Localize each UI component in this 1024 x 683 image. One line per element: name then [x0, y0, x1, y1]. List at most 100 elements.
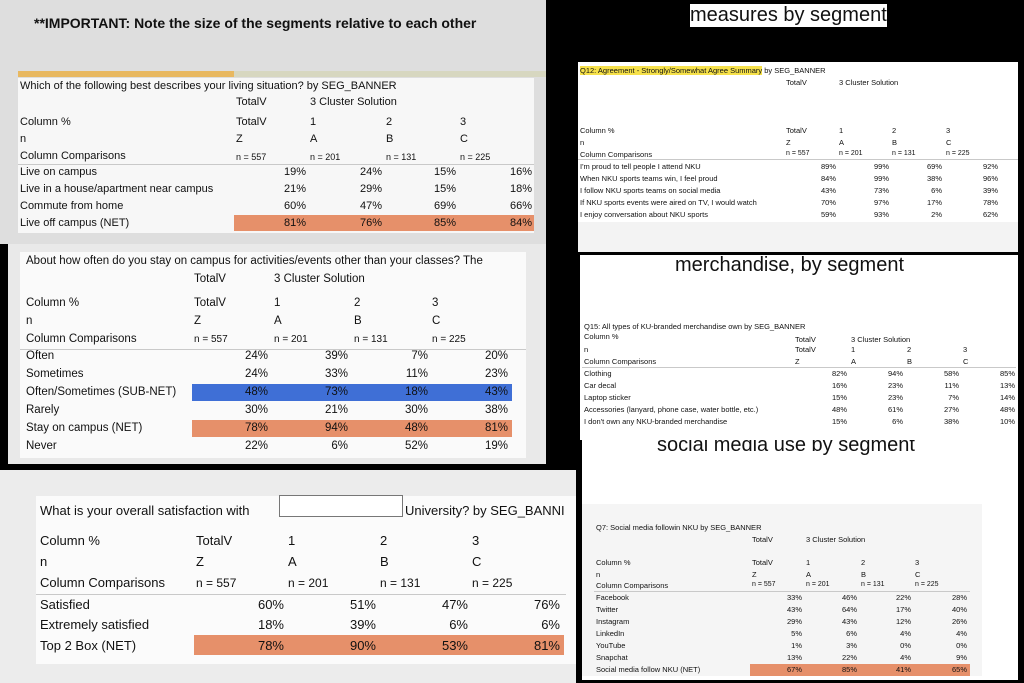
q15-z: Z [795, 357, 800, 366]
stay-b: B [354, 315, 362, 327]
cell-a: 73% [324, 386, 348, 398]
cell-c: 6% [541, 617, 560, 632]
cell-b: 11% [944, 381, 959, 390]
q15-seg3: 3 [963, 345, 968, 354]
cell-b: 7% [411, 350, 428, 362]
cell-a: 39% [324, 350, 348, 362]
q12-n-c: n = 225 [946, 150, 970, 157]
cell-a: 21% [324, 404, 348, 416]
cell-b: 15% [433, 183, 456, 195]
row-label: I don't own any NKU-branded merchandise [584, 417, 728, 426]
stay-seg3: 3 [432, 297, 439, 309]
living-seg1: 1 [310, 116, 317, 128]
cell-c: 96% [982, 174, 998, 183]
stay-n: n [26, 315, 33, 327]
q7-seg1: 1 [806, 558, 811, 567]
q7-n: n [596, 570, 601, 579]
living-totalv-sub: TotalV [236, 116, 267, 128]
q7-panel: social media use by segment Q7: Social m… [582, 440, 1018, 680]
living-n-c: n = 225 [460, 152, 491, 162]
row-label: I follow NKU sports teams on social medi… [580, 186, 721, 195]
cell-total: 1% [791, 641, 802, 650]
sat-b: B [380, 554, 389, 569]
cell-total: 13% [786, 653, 802, 662]
cell-a: 93% [873, 210, 889, 219]
cell-a: 51% [349, 597, 376, 612]
living-colcomp: Column Comparisons [20, 150, 126, 162]
stay-c: C [432, 315, 441, 327]
q12-panel: Q12: Agreement - Strongly/Somewhat Agree… [578, 62, 1018, 252]
cell-total: 21% [283, 183, 306, 195]
living-n-b: n = 131 [386, 152, 417, 162]
cell-a: 6% [331, 440, 348, 452]
q15-totalv-sub: TotalV [795, 345, 816, 354]
q15-c: C [963, 357, 969, 366]
q7-divider [594, 591, 970, 592]
cell-total: 5% [791, 629, 802, 638]
cell-a: 94% [887, 369, 903, 378]
row-label: I enjoy conversation about NKU sports [580, 210, 708, 219]
q12-title: Q12: Agreement - Strongly/Somewhat Agree… [580, 66, 826, 75]
cell-a: 23% [887, 381, 903, 390]
heading-measures: measures by segment [690, 4, 887, 27]
row-label: Rarely [26, 404, 60, 416]
row-label: Instagram [596, 617, 630, 626]
header-stripe-accent [18, 71, 234, 77]
living-cluster-header: 3 Cluster Solution [310, 96, 397, 108]
cell-a: 97% [873, 198, 889, 207]
cell-a: 76% [359, 217, 382, 229]
cell-a: 23% [887, 393, 903, 402]
cell-c: 4% [956, 629, 967, 638]
q15-totalv: TotalV [795, 335, 816, 344]
q7-totalv-sub: TotalV [752, 558, 773, 567]
cell-total: 15% [831, 417, 847, 426]
row-label: Extremely satisfied [40, 617, 150, 632]
stay-totalv-sub: TotalV [194, 297, 226, 309]
q12-colcomp: Column Comparisons [580, 150, 653, 159]
cell-c: 85% [999, 369, 1015, 378]
row-label: Social media follow NKU (NET) [596, 665, 701, 674]
cell-c: 26% [951, 617, 967, 626]
cell-a: 29% [359, 183, 382, 195]
cell-c: 84% [509, 217, 532, 229]
sat-totalv: TotalV [196, 533, 233, 548]
cell-c: 23% [484, 368, 508, 380]
cell-a: 73% [873, 186, 889, 195]
cell-total: 19% [283, 166, 306, 178]
cell-a: 64% [841, 605, 857, 614]
q7-z: Z [752, 570, 757, 579]
cell-c: 65% [951, 665, 967, 674]
sat-n: n [40, 554, 48, 569]
q12-table-bg [578, 62, 1018, 222]
cell-a: 24% [359, 166, 382, 178]
q12-seg1: 1 [839, 126, 844, 135]
cell-b: 85% [433, 217, 456, 229]
q15-colcomp: Column Comparisons [584, 357, 657, 366]
satisfaction-question-a: What is your overall satisfaction with [40, 503, 250, 518]
cell-c: 14% [999, 393, 1015, 402]
cell-total: 84% [820, 174, 836, 183]
cell-total: 60% [257, 597, 284, 612]
stay-a: A [274, 315, 282, 327]
q12-n-total: n = 557 [786, 150, 810, 157]
sat-colpct: Column % [40, 533, 100, 548]
living-z: Z [236, 133, 243, 145]
cell-b: 17% [895, 605, 911, 614]
cell-c: 20% [484, 350, 508, 362]
cell-total: 33% [786, 593, 802, 602]
stay-colcomp: Column Comparisons [26, 333, 137, 345]
cell-b: 18% [404, 386, 428, 398]
cell-a: 99% [873, 162, 889, 171]
stay-seg2: 2 [354, 297, 361, 309]
q15-seg2: 2 [907, 345, 912, 354]
cell-total: 15% [831, 393, 847, 402]
cell-a: 99% [873, 174, 889, 183]
heading-merch: merchandise, by segment [675, 255, 905, 276]
cell-a: 39% [349, 617, 376, 632]
living-n: n [20, 133, 27, 145]
cell-total: 89% [820, 162, 836, 171]
cell-a: 85% [841, 665, 857, 674]
important-note: **IMPORTANT: Note the size of the segmen… [34, 15, 477, 31]
cell-total: 81% [283, 217, 306, 229]
q7-n-a: n = 201 [806, 581, 830, 588]
